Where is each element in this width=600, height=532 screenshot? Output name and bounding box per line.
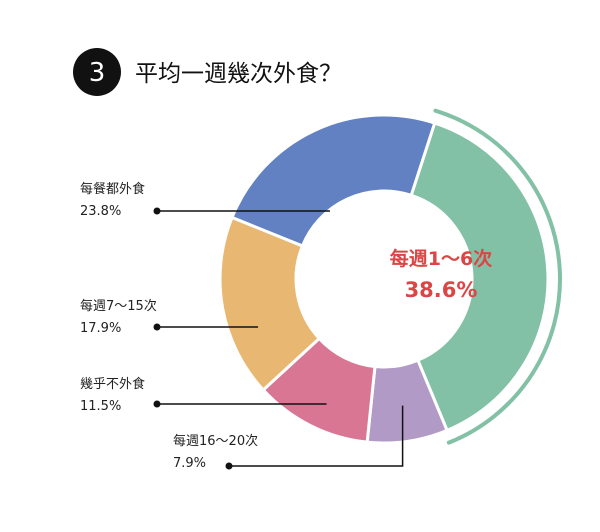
leader-dot-every-meal <box>153 207 161 215</box>
leader-16-20 <box>229 405 404 467</box>
label-rarely: 幾乎不外食 11.5% <box>80 376 145 414</box>
slice-every-meal <box>230 113 437 248</box>
leader-dot-7-15 <box>153 323 161 331</box>
title-text: 平均一週幾次外食？ <box>135 61 342 87</box>
label-rarely-value: 11.5% <box>80 399 121 414</box>
donut-slices <box>218 113 550 445</box>
leader-dot-rarely <box>153 400 161 408</box>
label-7-15-value: 17.9% <box>80 321 121 336</box>
label-16-20: 每週16～20次 7.9% <box>173 433 258 471</box>
leader-dot-16-20 <box>225 462 233 470</box>
label-every-meal-value: 23.8% <box>80 204 121 219</box>
slice-1-6 <box>409 121 550 433</box>
highlight-outer-arc <box>433 108 562 445</box>
slice-7-15 <box>218 215 322 393</box>
leader-lines <box>153 207 404 470</box>
highlight-slice-value: 38.6% <box>405 278 478 302</box>
label-7-15-name: 每週7～15次 <box>80 298 157 314</box>
label-every-meal: 每餐都外食 23.8% <box>80 181 145 219</box>
number-badge <box>73 48 121 96</box>
label-rarely-name: 幾乎不外食 <box>80 376 145 392</box>
label-every-meal-name: 每餐都外食 <box>80 181 145 197</box>
number-badge-text: 3 <box>89 58 106 88</box>
label-16-20-value: 7.9% <box>173 456 206 471</box>
label-16-20-name: 每週16～20次 <box>173 433 258 449</box>
label-7-15: 每週7～15次 17.9% <box>80 298 157 336</box>
highlight-slice-label: 每週1～6次 <box>390 247 492 270</box>
chart-title: 3 平均一週幾次外食？ <box>73 48 342 96</box>
